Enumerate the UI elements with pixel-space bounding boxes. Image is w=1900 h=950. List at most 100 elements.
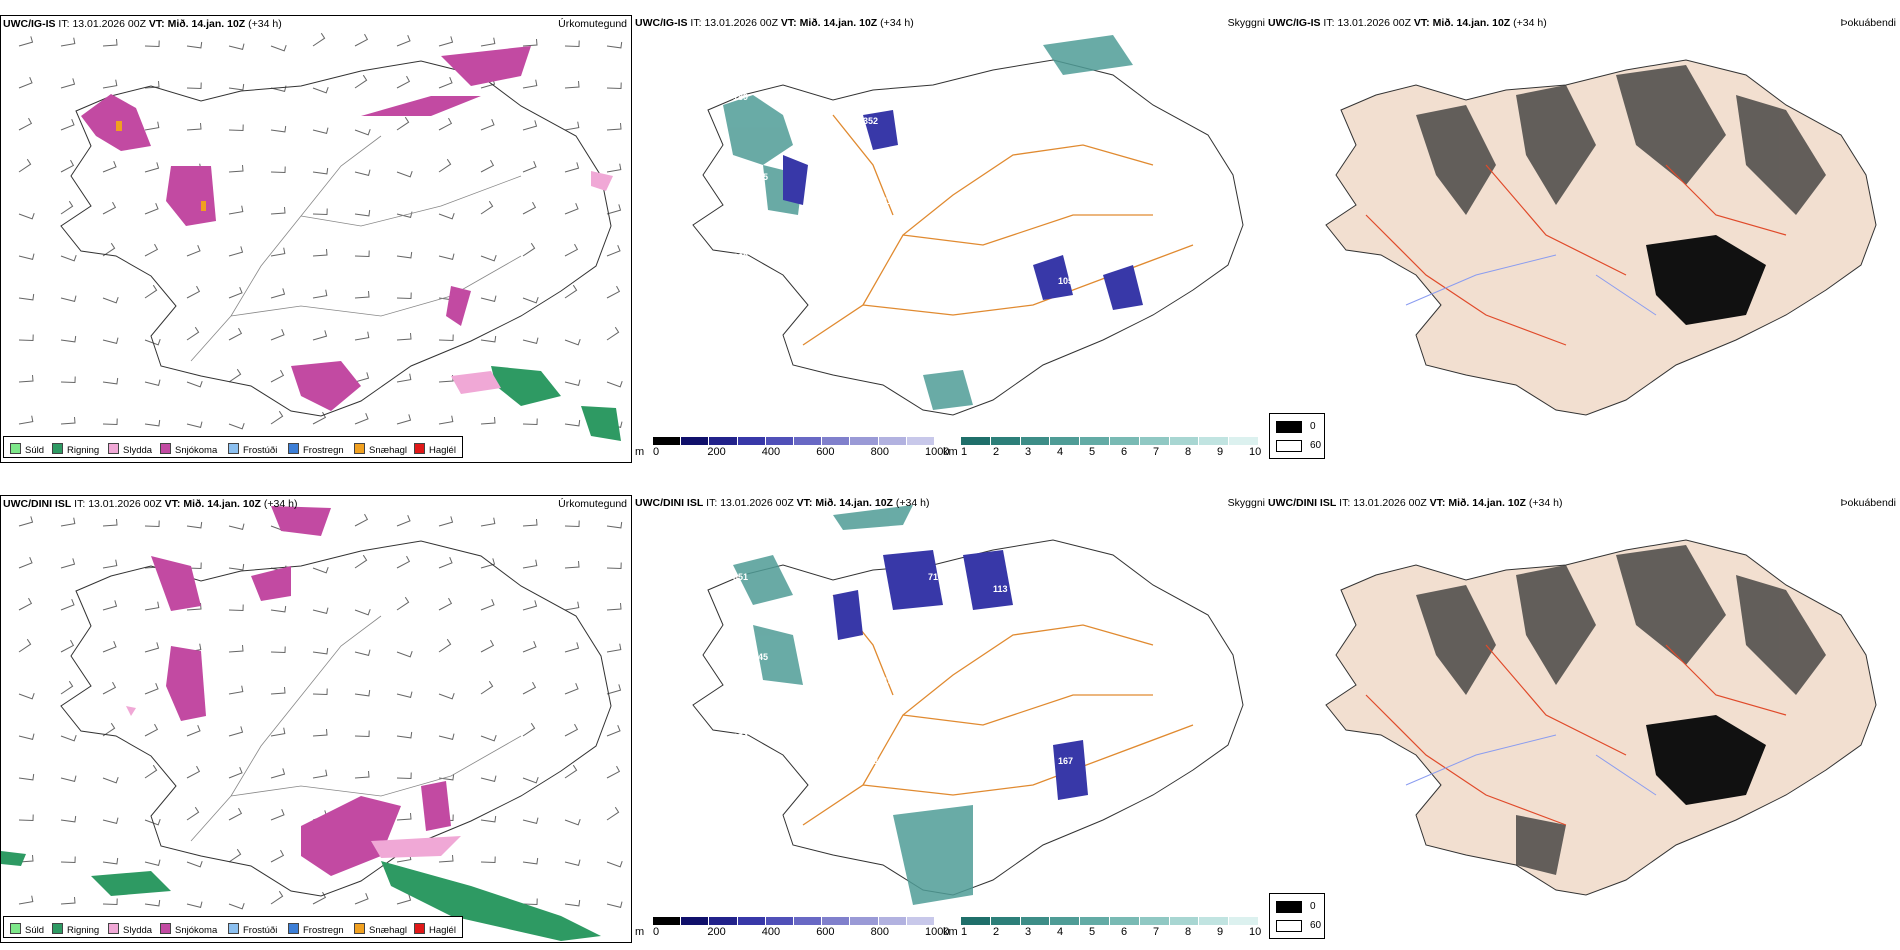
visibility-colorbar-m: m 0 200 400 600 800 1000	[635, 917, 949, 943]
colorbar-km-segment	[961, 917, 991, 925]
wind-barb	[396, 251, 413, 259]
visibility-value-label: 139	[1058, 596, 1073, 606]
wind-barb	[312, 607, 329, 615]
visibility-value-label: 157	[993, 264, 1008, 274]
wind-barb	[480, 335, 497, 343]
wind-barb	[438, 733, 455, 741]
fog-legend-swatch-60	[1276, 920, 1302, 932]
wind-barb	[18, 293, 35, 301]
wind-barb	[18, 374, 34, 383]
wind-barb	[312, 248, 328, 257]
wind-barb	[522, 817, 539, 825]
wind-barb	[522, 297, 539, 304]
wind-barb	[564, 601, 580, 611]
wind-barb	[186, 806, 200, 821]
wind-barb	[354, 331, 370, 341]
colorbar-km-tick: 5	[1089, 926, 1096, 938]
legend-item-drizzle: Súld	[10, 923, 44, 936]
visibility-value-label: 27	[928, 732, 938, 742]
wind-barb	[438, 77, 453, 89]
wind-barb	[438, 36, 454, 47]
wind-barb	[606, 806, 620, 821]
wind-barb	[480, 200, 494, 215]
colorbar-m-segment	[822, 437, 851, 445]
wind-barb	[438, 597, 453, 611]
wind-barb	[144, 764, 158, 779]
wind-barb	[438, 117, 453, 131]
colorbar-m-segment	[850, 437, 879, 445]
visibility-label: Skyggni	[1227, 17, 1265, 29]
visibility-colorbar-km: km 1 2 3 4 5 6 7 8 9 10	[943, 437, 1262, 463]
fog-map-row1	[1325, 59, 1877, 416]
wind-barb	[18, 213, 35, 220]
wind-barb	[228, 604, 244, 612]
wind-barb	[102, 201, 117, 215]
colorbar-m-segment	[765, 917, 794, 925]
colorbar-m-tick: 200	[707, 926, 726, 938]
visibility-value-label: 155	[948, 172, 963, 182]
colorbar-m-segment	[709, 917, 738, 925]
colorbar-km-segment	[1020, 917, 1051, 925]
colorbar-km-tick: 7	[1153, 926, 1160, 938]
wind-barb	[606, 82, 622, 90]
wind-barb	[606, 521, 623, 529]
wind-barb	[312, 728, 328, 737]
wind-barb	[480, 856, 496, 864]
wind-barb	[396, 691, 413, 699]
colorbar-m-segment	[737, 437, 766, 445]
colorbar-m-segment	[737, 917, 766, 925]
wind-barb	[18, 693, 35, 700]
precip-map-row1	[18, 32, 623, 441]
colorbar-m-segment	[822, 917, 851, 925]
wind-barb	[102, 242, 116, 257]
wind-barb	[438, 693, 455, 700]
wind-barb	[354, 129, 371, 136]
wind-barb	[564, 40, 580, 48]
wind-barb	[18, 158, 32, 173]
wind-barb	[228, 685, 244, 695]
colorbar-km-segment	[1020, 437, 1051, 445]
precip-legend: Súld Rigning Slydda Snjókoma Frostúði Fr…	[3, 916, 463, 938]
wind-barb	[186, 122, 202, 131]
wind-barb	[564, 243, 579, 257]
wind-barb	[102, 418, 118, 426]
fog-legend-label-60: 60	[1310, 920, 1322, 931]
wind-barb	[270, 288, 286, 299]
wind-barb	[396, 414, 412, 425]
wind-barb	[228, 807, 243, 821]
colorbar-km-segment	[1229, 917, 1259, 925]
wind-barb	[396, 75, 411, 89]
colorbar-km-segment	[990, 437, 1021, 445]
colorbar-m-segment	[878, 437, 907, 445]
wind-barb	[522, 242, 536, 257]
wind-barb	[396, 35, 411, 47]
wind-barb	[354, 730, 370, 738]
wind-barb	[270, 45, 287, 52]
wind-barb	[102, 559, 118, 569]
wind-barb	[102, 79, 118, 89]
visibility-value-label: 12	[1143, 172, 1153, 182]
colorbar-km-tick: 3	[1025, 446, 1032, 458]
colorbar-m-tick: 600	[816, 926, 835, 938]
wind-barb	[228, 523, 245, 531]
visibility-value-label: 328	[863, 596, 878, 606]
wind-barb	[354, 413, 369, 425]
colorbar-km-tick: 8	[1185, 446, 1192, 458]
colorbar-km-segment	[1080, 917, 1110, 925]
wind-barb	[18, 77, 33, 89]
legend-item-freezing-rain: Frostregn	[288, 923, 344, 936]
colorbar-km-tick: 10	[1249, 446, 1262, 458]
wind-barb	[312, 891, 327, 905]
fog-legend-label-0: 0	[1310, 421, 1316, 432]
wind-barb	[102, 641, 117, 653]
precip-type-label: Úrkomutegund	[558, 498, 627, 510]
wind-barb	[144, 80, 160, 89]
wind-barb	[564, 859, 581, 867]
legend-item-sleet: Slydda	[108, 923, 152, 936]
wind-barb	[480, 159, 495, 173]
wind-barb	[228, 644, 244, 653]
colorbar-km-segment	[1139, 437, 1170, 445]
panel-title: UWC/DINI ISL IT: 13.01.2026 00Z VT: Mið.…	[635, 497, 930, 509]
wind-barb	[228, 246, 244, 257]
visibility-value-label: 137	[1013, 344, 1028, 354]
